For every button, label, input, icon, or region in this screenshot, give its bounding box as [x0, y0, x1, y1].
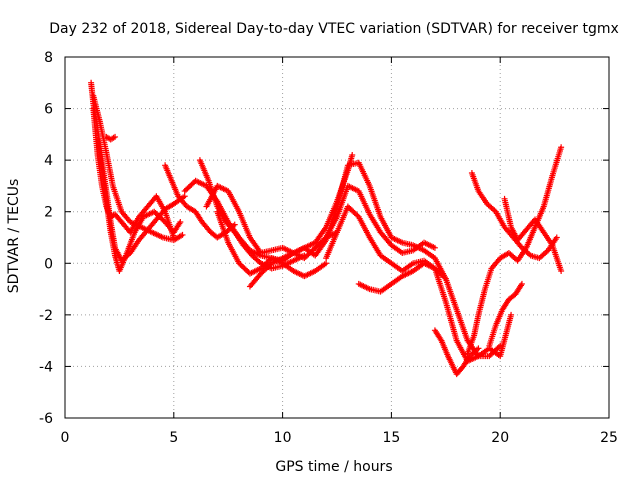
data-point: [349, 151, 356, 158]
y-tick-label: 4: [44, 153, 53, 169]
data-point: [475, 345, 482, 352]
y-tick-label: 0: [44, 256, 53, 272]
x-tick-label: 5: [169, 430, 178, 446]
data-point: [323, 260, 330, 267]
y-tick-label: -2: [39, 308, 53, 324]
y-tick-label: 6: [44, 102, 53, 118]
y-tick-label: 2: [44, 205, 53, 221]
data-point: [518, 280, 525, 287]
data-point: [170, 234, 177, 241]
data-point: [441, 274, 448, 281]
y-tick-label: 8: [44, 50, 53, 66]
data-point: [321, 235, 328, 242]
data-point: [354, 212, 361, 219]
data-point: [442, 275, 449, 282]
data-point: [558, 268, 565, 275]
data-point: [179, 231, 186, 238]
points-layer: [88, 79, 565, 378]
data-point: [553, 234, 560, 241]
data-point: [112, 133, 119, 140]
data-point: [508, 311, 515, 318]
x-tick-label: 15: [382, 430, 400, 446]
plot-frame: [64, 56, 610, 419]
x-axis-label: GPS time / hours: [275, 459, 392, 475]
data-point: [177, 219, 184, 226]
tick-layer: 0 5 10 15 20 25 -6 -4 -2 0 2 4 6 8: [39, 50, 618, 446]
y-tick-label: -6: [39, 411, 53, 427]
x-tick-label: 0: [61, 430, 70, 446]
y-tick-label: -4: [39, 359, 53, 375]
x-tick-label: 25: [600, 430, 618, 446]
y-axis-label: SDTVAR / TECUs: [6, 179, 22, 294]
data-point: [431, 244, 438, 251]
x-tick-label: 20: [491, 430, 509, 446]
x-tick-label: 10: [274, 430, 292, 446]
data-point: [558, 144, 565, 151]
chart-title: Day 232 of 2018, Sidereal Day-to-day VTE…: [49, 21, 619, 37]
data-point: [181, 193, 188, 200]
